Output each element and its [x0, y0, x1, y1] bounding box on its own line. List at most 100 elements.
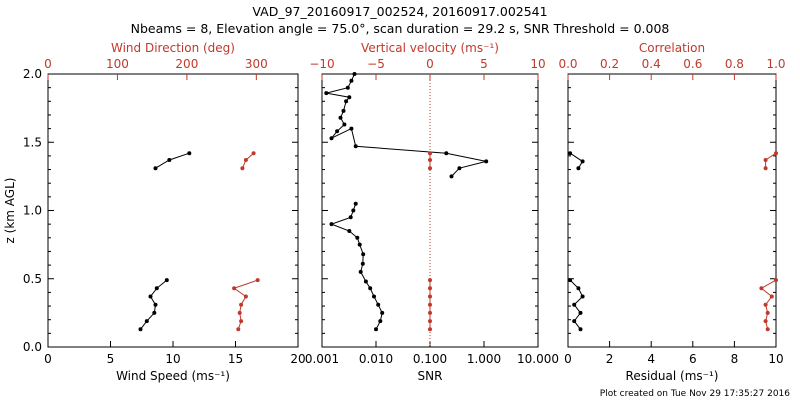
panel-2-data-point	[347, 229, 352, 233]
figure-title-line1: VAD_97_20160917_002524, 20160917.002541	[252, 4, 547, 19]
panel-3-data-point	[580, 294, 585, 299]
panel-1-x2tick-label: 0	[44, 57, 52, 71]
panel-3-x2tick-label: 0.4	[642, 57, 661, 71]
panel-2-data-point	[484, 159, 489, 164]
panel-1-frame	[47, 73, 299, 348]
panel-3-data-point	[769, 294, 774, 299]
panel-3-data-point	[763, 166, 768, 171]
panel-2-xtick-label: 0.001	[305, 352, 339, 366]
panel-1-data-point	[154, 286, 159, 291]
panel-2-data-point	[358, 269, 363, 274]
panel-3-frame	[567, 73, 777, 348]
panel-3-x2tick-label: 1.0	[766, 57, 785, 71]
panel-2-data-point	[355, 235, 360, 240]
panel-1-data-point	[164, 278, 169, 283]
panel-2-data-point	[347, 95, 352, 100]
panel-2-data-point	[342, 122, 347, 127]
panel-2-data-point	[353, 144, 358, 149]
panel-1-data-point	[148, 294, 153, 299]
panel-1-data-point	[153, 302, 158, 307]
panel-1-xtick-label: 15	[228, 352, 243, 366]
panel-2-data-point	[368, 286, 373, 291]
panel-3-xtick-label: 2	[606, 352, 614, 366]
panel-3-series-2-line	[569, 279, 584, 330]
panel-1-series-1-line	[155, 152, 190, 169]
panel-1-x2label: Wind Direction (deg)	[111, 41, 235, 55]
panel-1-data-point	[239, 302, 244, 307]
panel-1-xtick-label: 10	[165, 352, 180, 366]
panel-3-data-point	[763, 158, 768, 162]
panel-2-data-point	[449, 174, 454, 179]
panel-2-series-1-line	[326, 73, 487, 177]
panel-2-x2tick-label: 5	[480, 57, 488, 71]
panel-2-data-point	[329, 222, 334, 227]
panel-3-xlabel: Residual (ms⁻¹)	[626, 369, 719, 383]
panel-2-data-point	[378, 319, 383, 324]
panel-3-xtick-label: 4	[647, 352, 655, 366]
panel-3-xtick-label: 10	[768, 352, 783, 366]
panel-2-xtick-label: 0.010	[359, 352, 393, 366]
panel-2-data-point	[376, 302, 381, 307]
panel-2-data-point	[374, 327, 378, 332]
y-tick-label: 1.0	[23, 204, 42, 218]
panel-3-data-point	[576, 166, 581, 171]
y-tick-label: 0.5	[23, 272, 42, 286]
panel-3-data-point	[576, 286, 581, 291]
panel-2-x2label: Vertical velocity (ms⁻¹)	[361, 41, 499, 55]
panel-2-data-point	[353, 201, 358, 206]
panel-3-data-point	[774, 151, 778, 156]
panel-3-x2label: Correlation	[639, 41, 705, 55]
panel-3-data-point	[759, 286, 764, 291]
panel-1-x2tick-label: 200	[175, 57, 198, 71]
panel-2-xtick-label: 1.000	[467, 352, 501, 366]
panel-3-series-1-line	[569, 152, 584, 169]
panel-2-xtick-label: 10.000	[517, 352, 559, 366]
panel-2-data-point	[351, 208, 356, 213]
panel-1-data-point	[138, 327, 143, 332]
panel-3-xtick-label: 6	[689, 352, 697, 366]
panel-1-data-point	[236, 327, 241, 332]
panel-2-series-2-line	[330, 203, 383, 330]
panel-1-data-point	[153, 166, 158, 171]
panel-1-data-point	[167, 158, 172, 162]
panel-3-x2tick-label: 0.0	[558, 57, 577, 71]
panel-2-data-point	[428, 166, 432, 171]
panel-2-data-point	[335, 129, 340, 134]
panel-1-data-point	[243, 158, 248, 162]
panel-1-data-point	[152, 310, 157, 315]
panel-2-data-point	[357, 242, 362, 247]
panel-2-data-point	[428, 327, 432, 332]
panel-3-xtick-label: 0	[564, 352, 572, 366]
panel-2-data-point	[348, 215, 353, 220]
panel-1-x2tick-label: 300	[245, 57, 268, 71]
panel-1-xtick-label: 20	[290, 352, 305, 366]
panel-2-data-point	[361, 252, 366, 257]
y-tick-label: 1.5	[23, 135, 42, 149]
panel-2-xlabel: SNR	[418, 369, 443, 383]
panel-3-series-4-line	[760, 279, 777, 330]
panel-1-data-point	[243, 294, 248, 299]
panel-2-data-point	[349, 126, 354, 131]
panel-1-data-point	[187, 151, 192, 156]
panel-2-data-point	[428, 310, 432, 315]
panel-2-data-point	[428, 151, 432, 156]
panel-1-data-point	[251, 151, 256, 156]
panel-2-data-point	[329, 136, 334, 141]
panel-2-data-point	[345, 85, 350, 90]
panel-2-x2tick-label: 0	[426, 57, 434, 71]
panel-3-data-point	[774, 278, 778, 283]
panel-1-xtick-label: 5	[107, 352, 115, 366]
panel-1-xtick-label: 0	[44, 352, 52, 366]
panel-3-data-point	[763, 302, 768, 307]
panel-2-data-point	[341, 108, 346, 113]
panel-3-data-point	[578, 327, 583, 332]
panel-1-data-point	[144, 319, 149, 324]
panel-1-data-point	[237, 310, 242, 315]
panel-3-data-point	[568, 151, 573, 156]
y-tick-label: 2.0	[23, 67, 42, 81]
panel-2-data-point	[428, 286, 432, 291]
panel-2-data-point	[363, 279, 368, 284]
panel-3-data-point	[572, 302, 577, 307]
